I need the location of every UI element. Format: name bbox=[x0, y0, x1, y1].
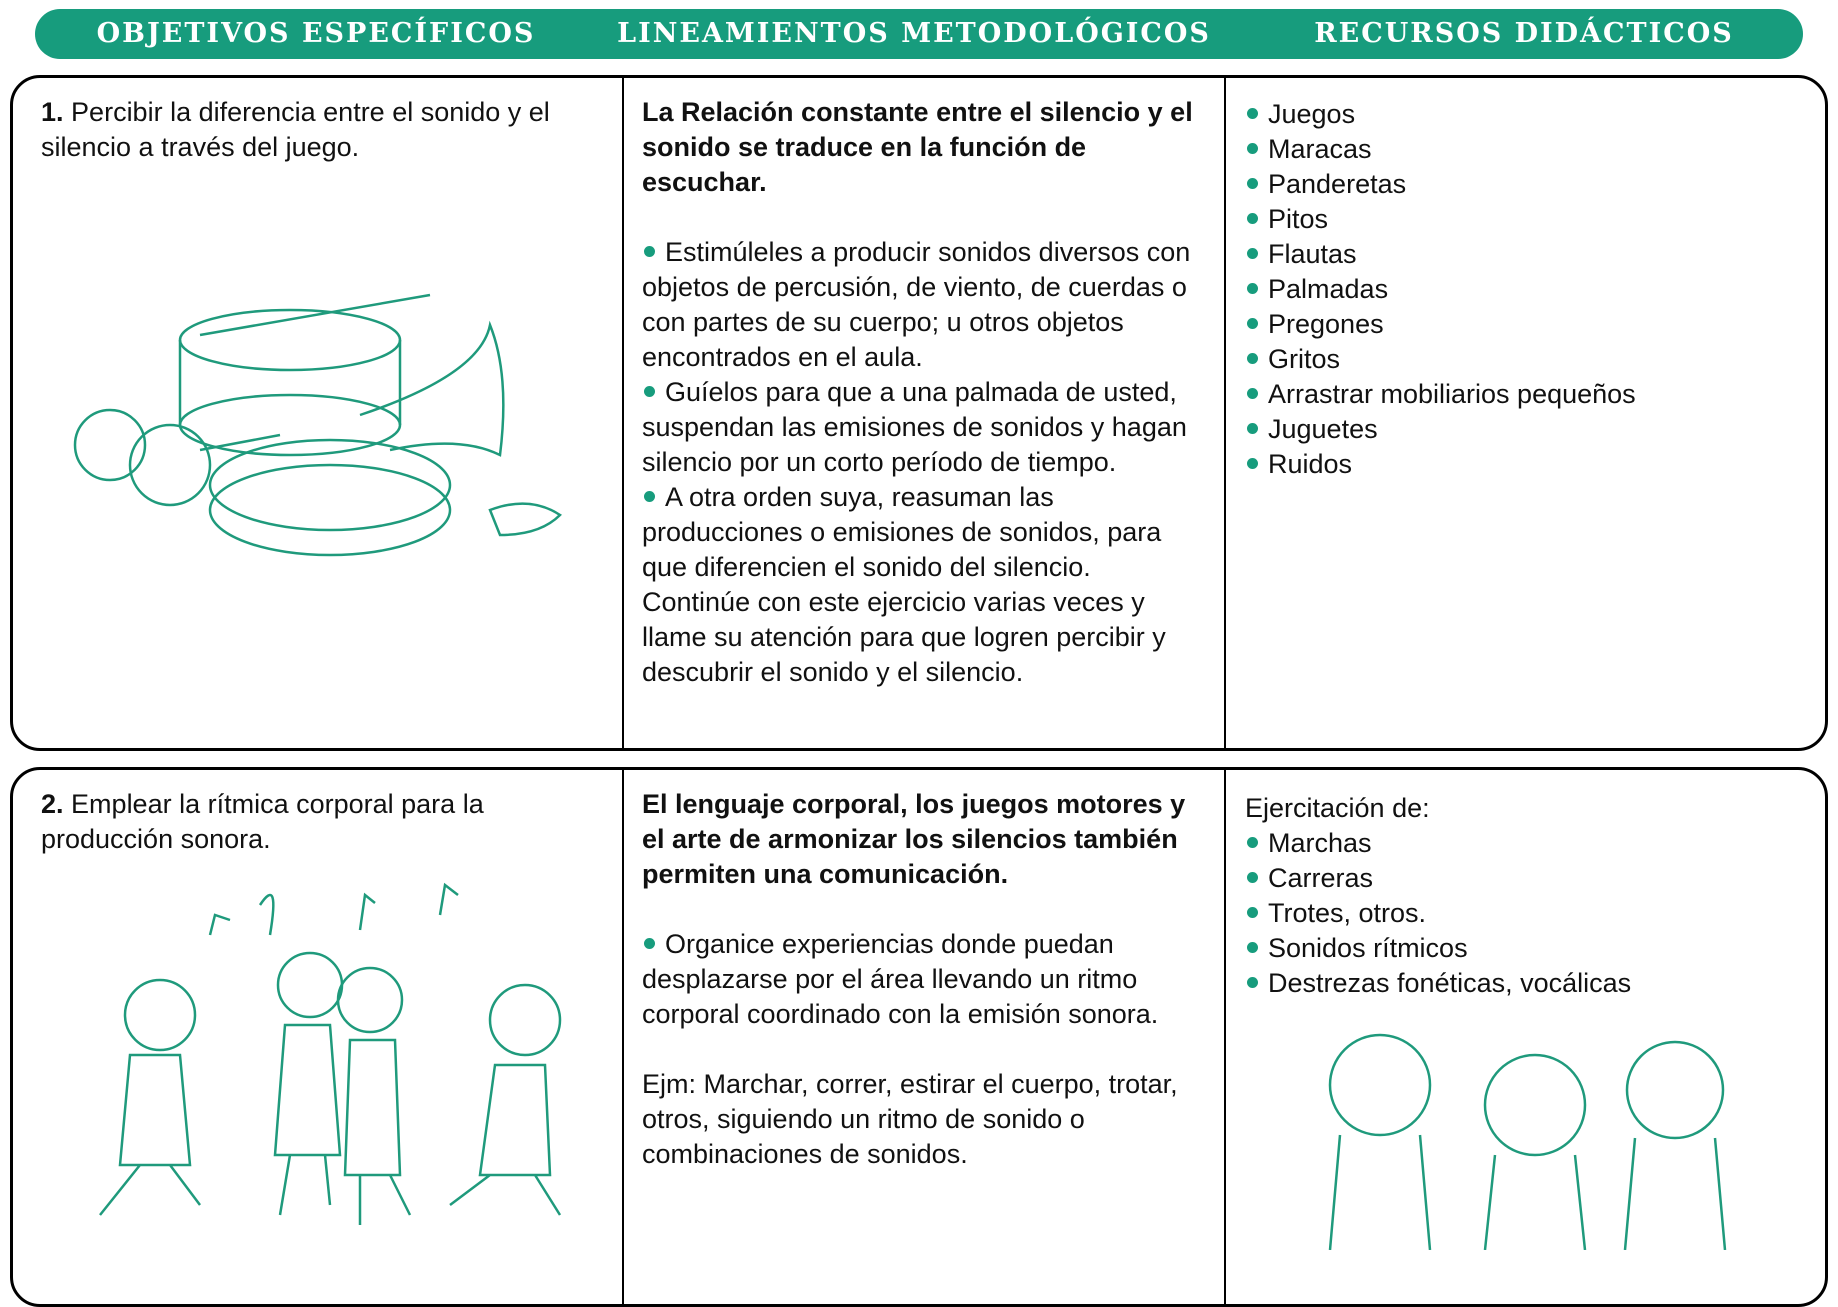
method-bullet: Estimúleles a producir sonidos diversos … bbox=[642, 235, 1202, 375]
objective-number: 2. bbox=[41, 789, 64, 819]
objective-text: Percibir la diferencia entre el sonido y… bbox=[41, 97, 550, 162]
column-title: RECURSOS DIDÁCTICOS bbox=[1314, 18, 1734, 49]
resource-item: Juguetes bbox=[1245, 412, 1805, 447]
resource-item: Maracas bbox=[1245, 132, 1805, 167]
resource-item: Sonidos rítmicos bbox=[1245, 931, 1805, 966]
column-title: OBJETIVOS ESPECÍFICOS bbox=[96, 18, 536, 49]
resource-item: Arrastrar mobiliarios pequeños bbox=[1245, 377, 1805, 412]
resource-item: Carreras bbox=[1245, 861, 1805, 896]
children-illustration bbox=[99, 882, 562, 1225]
resource-item: Juegos bbox=[1245, 97, 1805, 132]
resource-item: Pregones bbox=[1245, 307, 1805, 342]
divider bbox=[1224, 78, 1226, 748]
method-heading: El lenguaje corporal, los juegos motores… bbox=[642, 789, 1186, 889]
objective: 1. Percibir la diferencia entre el sonid… bbox=[41, 95, 591, 165]
resource-item: Trotes, otros. bbox=[1245, 896, 1805, 931]
resource-item: Flautas bbox=[1245, 237, 1805, 272]
divider bbox=[622, 770, 624, 1304]
resource-item: Pitos bbox=[1245, 202, 1805, 237]
method-heading: La Relación constante entre el silencio … bbox=[642, 97, 1193, 197]
column-title: LINEAMIENTOS METODOLÓGICOS bbox=[617, 18, 1211, 49]
method-bullet: Organice experiencias donde puedan despl… bbox=[642, 927, 1202, 1032]
resources: Ejercitación de: Marchas Carreras Trotes, o… bbox=[1245, 791, 1805, 1001]
objective: 2. Emplear la rítmica corporal para la p… bbox=[41, 787, 601, 857]
resource-item: Ruidos bbox=[1245, 447, 1805, 482]
row-box bbox=[10, 75, 1828, 751]
page: {"header": {"columns": ["OBJETIVOS ESPEC… bbox=[0, 0, 1838, 1263]
children-illustration bbox=[1328, 1033, 1727, 1250]
method-bullet: Guíelos para que a una palmada de usted,… bbox=[642, 375, 1202, 480]
resource-item: Marchas bbox=[1245, 826, 1805, 861]
method: La Relación constante entre el silencio … bbox=[642, 95, 1202, 690]
objective-text: Emplear la rítmica corporal para la prod… bbox=[41, 789, 484, 854]
divider bbox=[622, 78, 624, 748]
resource-item: Palmadas bbox=[1245, 272, 1805, 307]
resource-item: Gritos bbox=[1245, 342, 1805, 377]
method-bullet: A otra orden suya, reasuman las producci… bbox=[642, 480, 1202, 690]
page-body: OBJETIVOS ESPECÍFICOS LINEAMIENTOS METOD… bbox=[0, 0, 1838, 1263]
instruments-illustration bbox=[73, 293, 562, 557]
method: El lenguaje corporal, los juegos motores… bbox=[642, 787, 1202, 1172]
objective-number: 1. bbox=[41, 97, 64, 127]
method-note: Ejm: Marchar, correr, estirar el cuerpo,… bbox=[642, 1069, 1178, 1169]
resources: Juegos Maracas Panderetas Pitos Flautas Palma… bbox=[1245, 97, 1805, 482]
resource-item: Destrezas fonéticas, vocálicas bbox=[1245, 966, 1805, 1001]
divider bbox=[1224, 770, 1226, 1304]
resources-intro: Ejercitación de: bbox=[1245, 793, 1430, 823]
resource-item: Panderetas bbox=[1245, 167, 1805, 202]
header-bar: OBJETIVOS ESPECÍFICOS LINEAMIENTOS METOD… bbox=[35, 9, 1803, 59]
